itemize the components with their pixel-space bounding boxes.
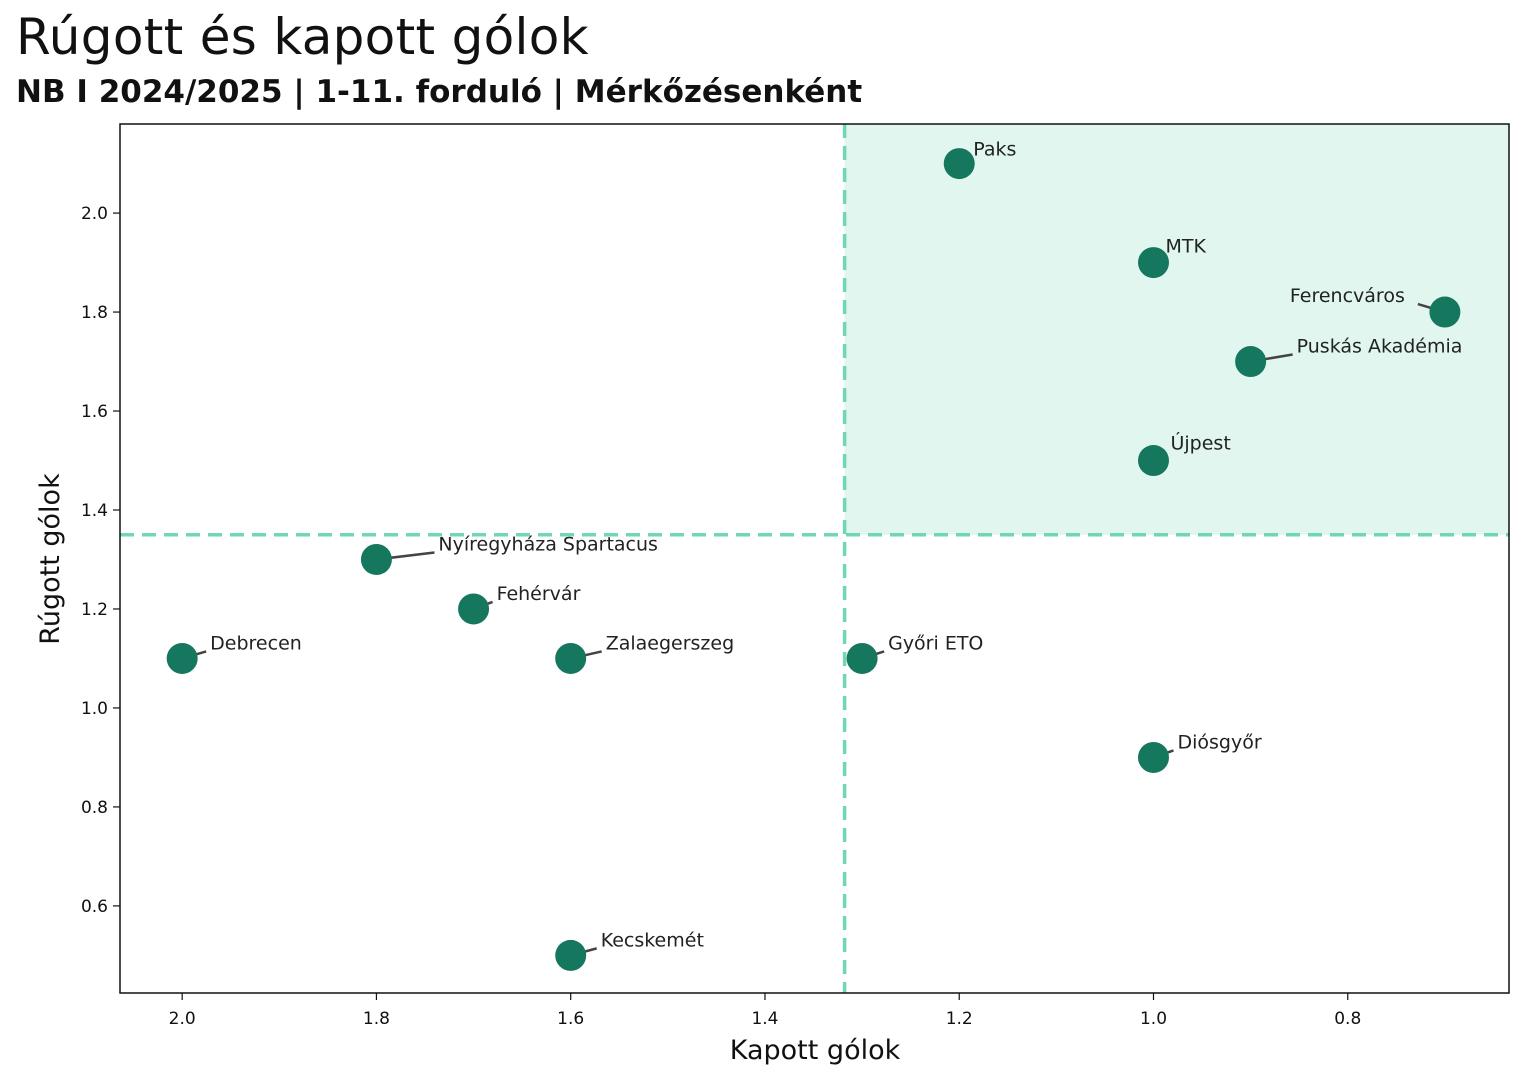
- data-point: [555, 642, 587, 674]
- data-point-label: Debrecen: [210, 632, 302, 654]
- data-point: [1235, 346, 1267, 378]
- data-point-label: Paks: [973, 139, 1016, 161]
- data-point-label: Nyíregyháza Spartacus: [438, 533, 658, 555]
- y-tick-label: 2.0: [81, 204, 108, 224]
- y-tick-label: 1.4: [81, 501, 108, 521]
- data-point-label: Diósgyőr: [1177, 731, 1261, 753]
- data-point-label: MTK: [1165, 236, 1206, 258]
- data-point: [846, 642, 878, 674]
- x-tick-label: 2.0: [169, 1009, 196, 1029]
- plot-frame: [119, 123, 1510, 994]
- y-tick-label: 1.0: [81, 699, 108, 719]
- x-tick-label: 1.2: [946, 1009, 973, 1029]
- axis-ticks: 2.0 1.8 1.6 1.4 1.2 1.0 0.8 0.6 0.8 1.0 1.2 1.4 1.6 1…: [81, 204, 1361, 1029]
- data-point-label: Puskás Akadémia: [1297, 336, 1463, 358]
- data-point-label: Újpest: [1170, 431, 1230, 455]
- y-tick-label: 0.8: [81, 798, 108, 818]
- data-point-label: Kecskemét: [601, 929, 704, 951]
- chart-subtitle: NB I 2024/2025 | 1-11. forduló | Mérkőzé…: [16, 74, 863, 110]
- data-point: [1137, 445, 1169, 477]
- y-tick-label: 1.2: [81, 600, 108, 620]
- x-tick-label: 1.0: [1140, 1009, 1167, 1029]
- data-points: [166, 148, 1461, 971]
- data-point: [1137, 247, 1169, 279]
- x-tick-label: 1.8: [363, 1009, 390, 1029]
- x-tick-label: 0.8: [1334, 1009, 1361, 1029]
- data-point: [458, 593, 490, 625]
- data-point: [360, 543, 392, 575]
- data-point: [166, 642, 198, 674]
- x-tick-label: 1.4: [751, 1009, 778, 1029]
- data-point: [1137, 741, 1169, 773]
- data-point: [555, 939, 587, 971]
- y-tick-label: 0.6: [81, 897, 108, 917]
- highlight-quadrant: [844, 124, 1509, 535]
- data-point-label: Ferencváros: [1290, 285, 1405, 307]
- x-tick-label: 1.6: [557, 1009, 584, 1029]
- x-axis-label: Kapott gólok: [730, 1035, 901, 1066]
- data-point-label: Zalaegerszeg: [606, 632, 734, 654]
- data-point-label: Fehérvár: [497, 583, 581, 605]
- data-point: [943, 148, 975, 180]
- data-point-labels: Paks MTK Ferencváros Puskás Akadémia Újpest N…: [210, 139, 1462, 952]
- data-point: [1429, 296, 1461, 328]
- y-axis-label: Rúgott gólok: [35, 473, 66, 645]
- y-tick-label: 1.6: [81, 402, 108, 422]
- chart-title: Rúgott és kapott gólok: [16, 8, 589, 66]
- data-point-label: Győri ETO: [888, 632, 983, 654]
- y-tick-label: 1.8: [81, 303, 108, 323]
